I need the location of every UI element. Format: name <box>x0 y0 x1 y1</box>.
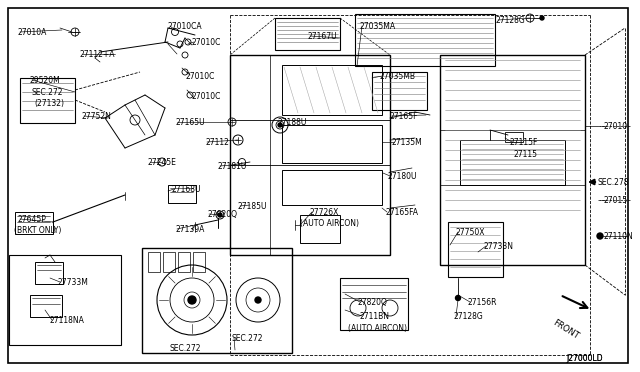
Text: 27135M: 27135M <box>392 138 423 147</box>
Text: 27110N: 27110N <box>604 232 634 241</box>
Bar <box>282 170 382 205</box>
Circle shape <box>278 123 282 127</box>
Bar <box>193 252 205 272</box>
Text: 27015: 27015 <box>604 196 628 205</box>
Text: 27010C: 27010C <box>192 92 221 101</box>
Text: 27820Q: 27820Q <box>358 298 388 307</box>
Text: 2711BN: 2711BN <box>360 312 390 321</box>
Circle shape <box>456 295 461 301</box>
Circle shape <box>255 297 261 303</box>
Text: 27167U: 27167U <box>308 32 338 41</box>
Text: 27139A: 27139A <box>175 225 204 234</box>
Bar <box>178 252 190 272</box>
Text: (BRKT ONLY): (BRKT ONLY) <box>14 226 61 235</box>
Bar <box>230 55 390 255</box>
Bar <box>168 185 196 203</box>
Circle shape <box>218 213 222 217</box>
Text: 27165F: 27165F <box>390 112 419 121</box>
Bar <box>15 212 53 234</box>
Text: FRONT: FRONT <box>551 318 580 341</box>
Bar <box>163 252 175 272</box>
Bar <box>340 278 408 330</box>
Text: 27726X: 27726X <box>310 208 339 217</box>
Text: SEC.272: SEC.272 <box>232 334 264 343</box>
Text: 27165FA: 27165FA <box>385 208 418 217</box>
Bar <box>30 295 62 317</box>
Text: 27156R: 27156R <box>468 298 497 307</box>
Text: 27115F: 27115F <box>510 138 538 147</box>
Text: 27128G: 27128G <box>496 16 525 25</box>
Text: 27180U: 27180U <box>388 172 417 181</box>
Bar <box>20 78 75 123</box>
Bar <box>282 125 382 163</box>
Text: 27010C: 27010C <box>192 38 221 47</box>
Bar <box>372 72 427 110</box>
Text: 27733M: 27733M <box>58 278 89 287</box>
Text: 27733N: 27733N <box>484 242 514 251</box>
Text: 27188U: 27188U <box>278 118 307 127</box>
Text: 27112+A: 27112+A <box>80 50 115 59</box>
Bar <box>148 252 160 272</box>
Text: J27000LD: J27000LD <box>566 354 603 363</box>
Text: 27752N: 27752N <box>82 112 112 121</box>
Text: 27035MA: 27035MA <box>360 22 396 31</box>
Text: 27168U: 27168U <box>172 185 202 194</box>
Text: 27010: 27010 <box>604 122 628 131</box>
Text: (27132): (27132) <box>34 99 64 108</box>
Circle shape <box>597 233 603 239</box>
Circle shape <box>188 296 196 304</box>
Text: (AUTO AIRCON): (AUTO AIRCON) <box>300 219 359 228</box>
Text: 27181U: 27181U <box>218 162 248 171</box>
Bar <box>448 222 503 277</box>
Bar <box>275 18 340 50</box>
Bar <box>35 262 63 284</box>
Bar <box>9 255 121 345</box>
Text: 27245E: 27245E <box>148 158 177 167</box>
Text: 27165U: 27165U <box>175 118 205 127</box>
Text: 27010CA: 27010CA <box>168 22 203 31</box>
Text: J27000LD: J27000LD <box>566 354 603 363</box>
Text: 27010C: 27010C <box>186 72 216 81</box>
Text: SEC.278: SEC.278 <box>598 178 630 187</box>
Text: 27185U: 27185U <box>238 202 268 211</box>
Bar <box>300 215 340 243</box>
Text: 27010A: 27010A <box>18 28 47 37</box>
Bar <box>460 140 565 185</box>
Text: 27020Q: 27020Q <box>207 210 237 219</box>
Bar <box>142 248 292 353</box>
Text: SEC.272: SEC.272 <box>170 344 202 353</box>
Text: 27035MB: 27035MB <box>380 72 416 81</box>
Bar <box>355 14 495 66</box>
Bar <box>440 55 585 265</box>
Text: 27115: 27115 <box>514 150 538 159</box>
Text: 27118NA: 27118NA <box>50 316 85 325</box>
Bar <box>282 65 382 115</box>
Text: 29520M: 29520M <box>30 76 61 85</box>
Text: 27128G: 27128G <box>454 312 484 321</box>
Text: SEC.272: SEC.272 <box>32 88 63 97</box>
Circle shape <box>540 16 544 20</box>
Bar <box>505 132 523 142</box>
Text: (AUTO AIRCON): (AUTO AIRCON) <box>348 324 407 333</box>
Text: 27112: 27112 <box>205 138 229 147</box>
Text: 27750X: 27750X <box>456 228 486 237</box>
Text: 27645P: 27645P <box>18 215 47 224</box>
